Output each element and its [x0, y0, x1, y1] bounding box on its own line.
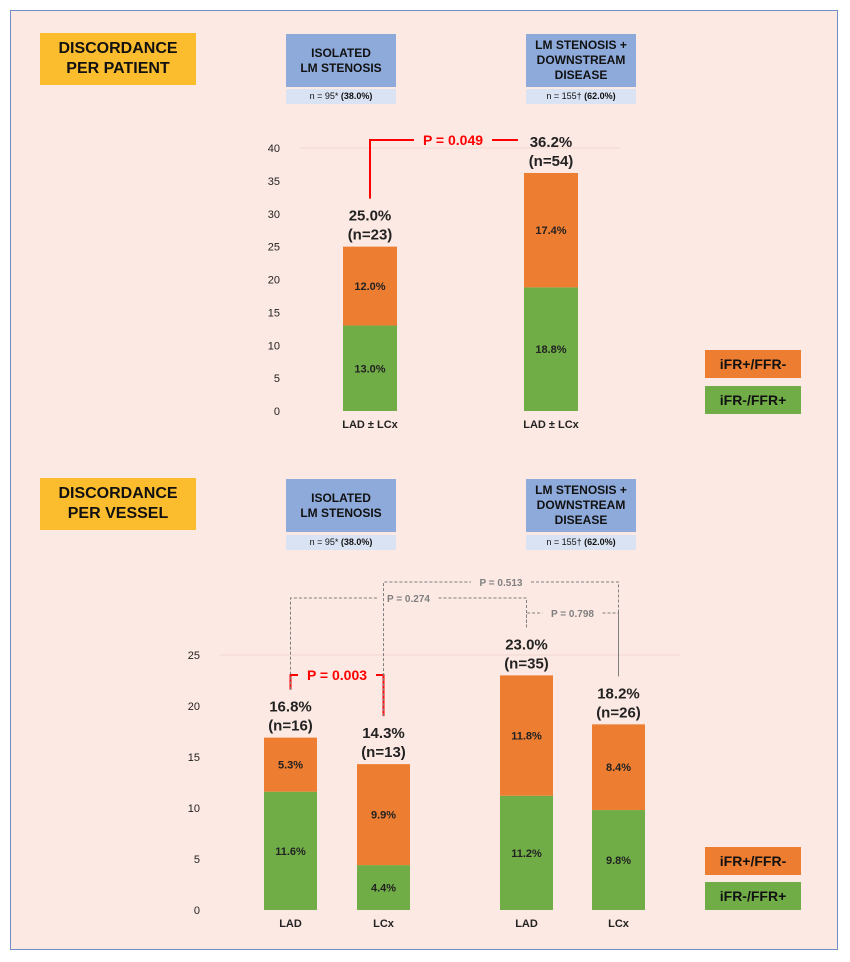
legend-swatch-ifrffr: [705, 847, 801, 875]
p-value-label: P = 0.049: [423, 132, 483, 148]
total-label: 36.2%: [530, 134, 573, 151]
legend-swatch-ifrffr: [705, 350, 801, 378]
total-label: 14.3%: [362, 725, 405, 742]
x-tick-label: LAD ± LCx: [523, 419, 579, 431]
p-value-label: P = 0.003: [307, 667, 367, 683]
y-tick-label: 5: [274, 373, 280, 385]
segment-label: 11.6%: [275, 846, 306, 858]
y-tick-label: 40: [268, 143, 280, 155]
n-label: (n=16): [268, 718, 313, 735]
n-pct: (38.0%): [340, 537, 373, 547]
bar-segment-ifrffr: [524, 287, 578, 411]
p-value-bracket: [289, 674, 298, 690]
group-n-isolated: n = 95* (38.0%): [286, 535, 396, 550]
x-tick-label: LAD: [279, 918, 302, 930]
bar-segment-ifrffr: [357, 764, 410, 866]
n-pct: (62.0%): [584, 91, 616, 101]
segment-label: 11.2%: [511, 848, 542, 860]
n-pct: (38.0%): [340, 91, 373, 101]
bar-segment-ifrffr: [500, 675, 553, 796]
group-label-isolated: ISOLATED LM STENOSIS: [286, 34, 396, 87]
group-label-downstream: LM STENOSIS + DOWNSTREAM DISEASE: [526, 479, 636, 532]
segment-label: 5.3%: [278, 760, 303, 772]
total-label: 25.0%: [349, 208, 392, 225]
bar-segment-ifrffr: [264, 737, 317, 792]
y-tick-label: 30: [268, 209, 280, 221]
p-value-bracket: [383, 581, 471, 717]
bar-segment-ifrffr: [592, 810, 645, 910]
segment-label: 11.8%: [511, 731, 542, 743]
segment-label: 18.8%: [535, 344, 566, 356]
segment-label: 9.9%: [371, 810, 396, 822]
legend-label: iFR-/FFR+: [720, 888, 787, 904]
total-label: 16.8%: [269, 699, 312, 716]
bar-segment-ifrffr: [343, 325, 397, 411]
panel-title-vessel: DISCORDANCE PER VESSEL: [40, 478, 196, 530]
y-tick-label: 15: [268, 307, 280, 319]
x-tick-label: LAD: [515, 918, 538, 930]
bar-segment-ifrffr: [524, 172, 578, 288]
bar-segment-ifrffr: [357, 865, 410, 910]
p-value-bracket: [376, 674, 385, 717]
n-text: n = 95*: [309, 537, 341, 547]
p-value-bracket: [602, 612, 619, 677]
p-value-label: P = 0.513: [480, 578, 523, 589]
y-tick-label: 20: [268, 275, 280, 287]
x-tick-label: LCx: [608, 918, 630, 930]
segment-label: 4.4%: [371, 883, 396, 895]
legend-swatch-ifrffr: [705, 882, 801, 910]
n-label: (n=54): [529, 153, 574, 170]
n-text: n = 155†: [546, 91, 585, 101]
group-label-isolated: ISOLATED LM STENOSIS: [286, 479, 396, 532]
segment-label: 9.8%: [606, 855, 631, 867]
p-value-label: P = 0.274: [387, 594, 430, 605]
bar-segment-ifrffr: [343, 246, 397, 326]
p-value-bracket: [438, 597, 527, 628]
panel-title-patient: DISCORDANCE PER PATIENT: [40, 33, 196, 85]
bar-segment-ifrffr: [264, 791, 317, 910]
segment-label: 8.4%: [606, 762, 631, 774]
segment-label: 17.4%: [535, 225, 566, 237]
x-tick-label: LCx: [373, 918, 395, 930]
p-value-bracket: [290, 597, 379, 690]
segment-label: 12.0%: [354, 281, 385, 293]
y-tick-label: 25: [188, 650, 200, 662]
group-label-downstream: LM STENOSIS + DOWNSTREAM DISEASE: [526, 34, 636, 87]
n-text: n = 95*: [309, 91, 341, 101]
y-tick-label: 0: [194, 905, 200, 917]
x-tick-label: LAD ± LCx: [342, 419, 398, 431]
legend-swatch-ifrffr: [705, 386, 801, 414]
n-label: (n=23): [348, 227, 393, 244]
n-pct: (62.0%): [584, 537, 616, 547]
y-tick-label: 15: [188, 752, 200, 764]
group-n-downstream: n = 155† (62.0%): [526, 535, 636, 550]
y-tick-label: 10: [188, 803, 200, 815]
segment-label: 13.0%: [354, 363, 385, 375]
y-tick-label: 5: [194, 854, 200, 866]
y-tick-label: 35: [268, 176, 280, 188]
legend-label: iFR+/FFR-: [720, 853, 787, 869]
p-value-bracket: [526, 612, 543, 628]
n-label: (n=13): [361, 744, 406, 761]
group-n-isolated: n = 95* (38.0%): [286, 89, 396, 104]
group-n-downstream: n = 155† (62.0%): [526, 89, 636, 104]
y-tick-label: 0: [274, 406, 280, 418]
p-value-bracket: [369, 139, 414, 199]
bar-segment-ifrffr: [592, 724, 645, 811]
total-label: 18.2%: [597, 685, 640, 702]
y-tick-label: 10: [268, 340, 280, 352]
n-label: (n=26): [596, 704, 641, 721]
n-text: n = 155†: [546, 537, 585, 547]
legend-label: iFR-/FFR+: [720, 392, 787, 408]
bar-segment-ifrffr: [500, 795, 553, 910]
legend-label: iFR+/FFR-: [720, 356, 787, 372]
total-label: 23.0%: [505, 636, 548, 653]
y-tick-label: 25: [268, 242, 280, 254]
p-value-label: P = 0.798: [551, 609, 594, 620]
y-tick-label: 20: [188, 701, 200, 713]
n-label: (n=35): [504, 655, 549, 672]
